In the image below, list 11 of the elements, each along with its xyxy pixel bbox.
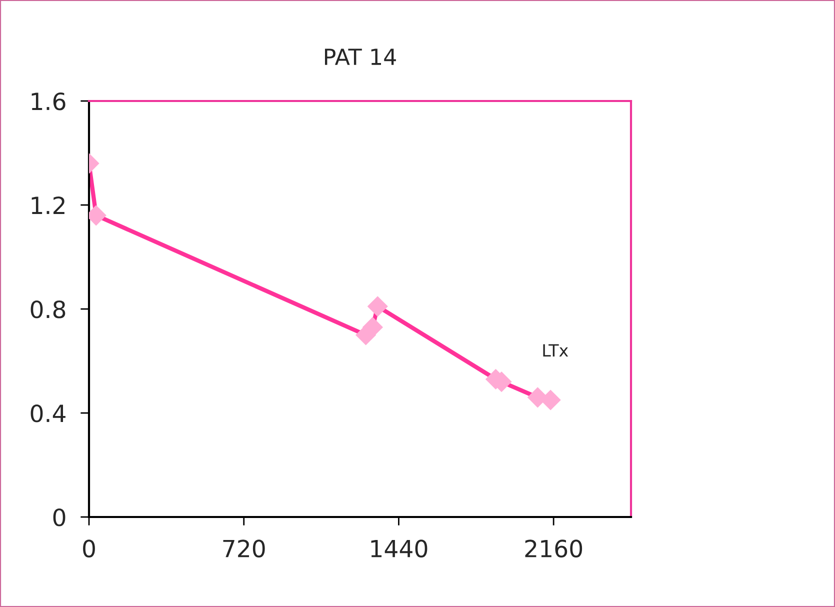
x-tick-label: 1440 bbox=[371, 540, 428, 558]
y-tick-label: 1.2 bbox=[32, 196, 64, 214]
annotation: LTx bbox=[543, 344, 568, 356]
x-tick-label: 2160 bbox=[525, 540, 582, 558]
chart-title: PAT 14 bbox=[324, 48, 396, 65]
x-tick-label: 720 bbox=[223, 540, 265, 558]
y-tick-label: 1.6 bbox=[32, 92, 66, 110]
x-tick-label: 0 bbox=[83, 540, 95, 558]
y-tick-label: 0.4 bbox=[30, 404, 66, 422]
y-tick-label: 0.8 bbox=[30, 300, 66, 318]
y-tick-label: 0 bbox=[53, 508, 66, 526]
